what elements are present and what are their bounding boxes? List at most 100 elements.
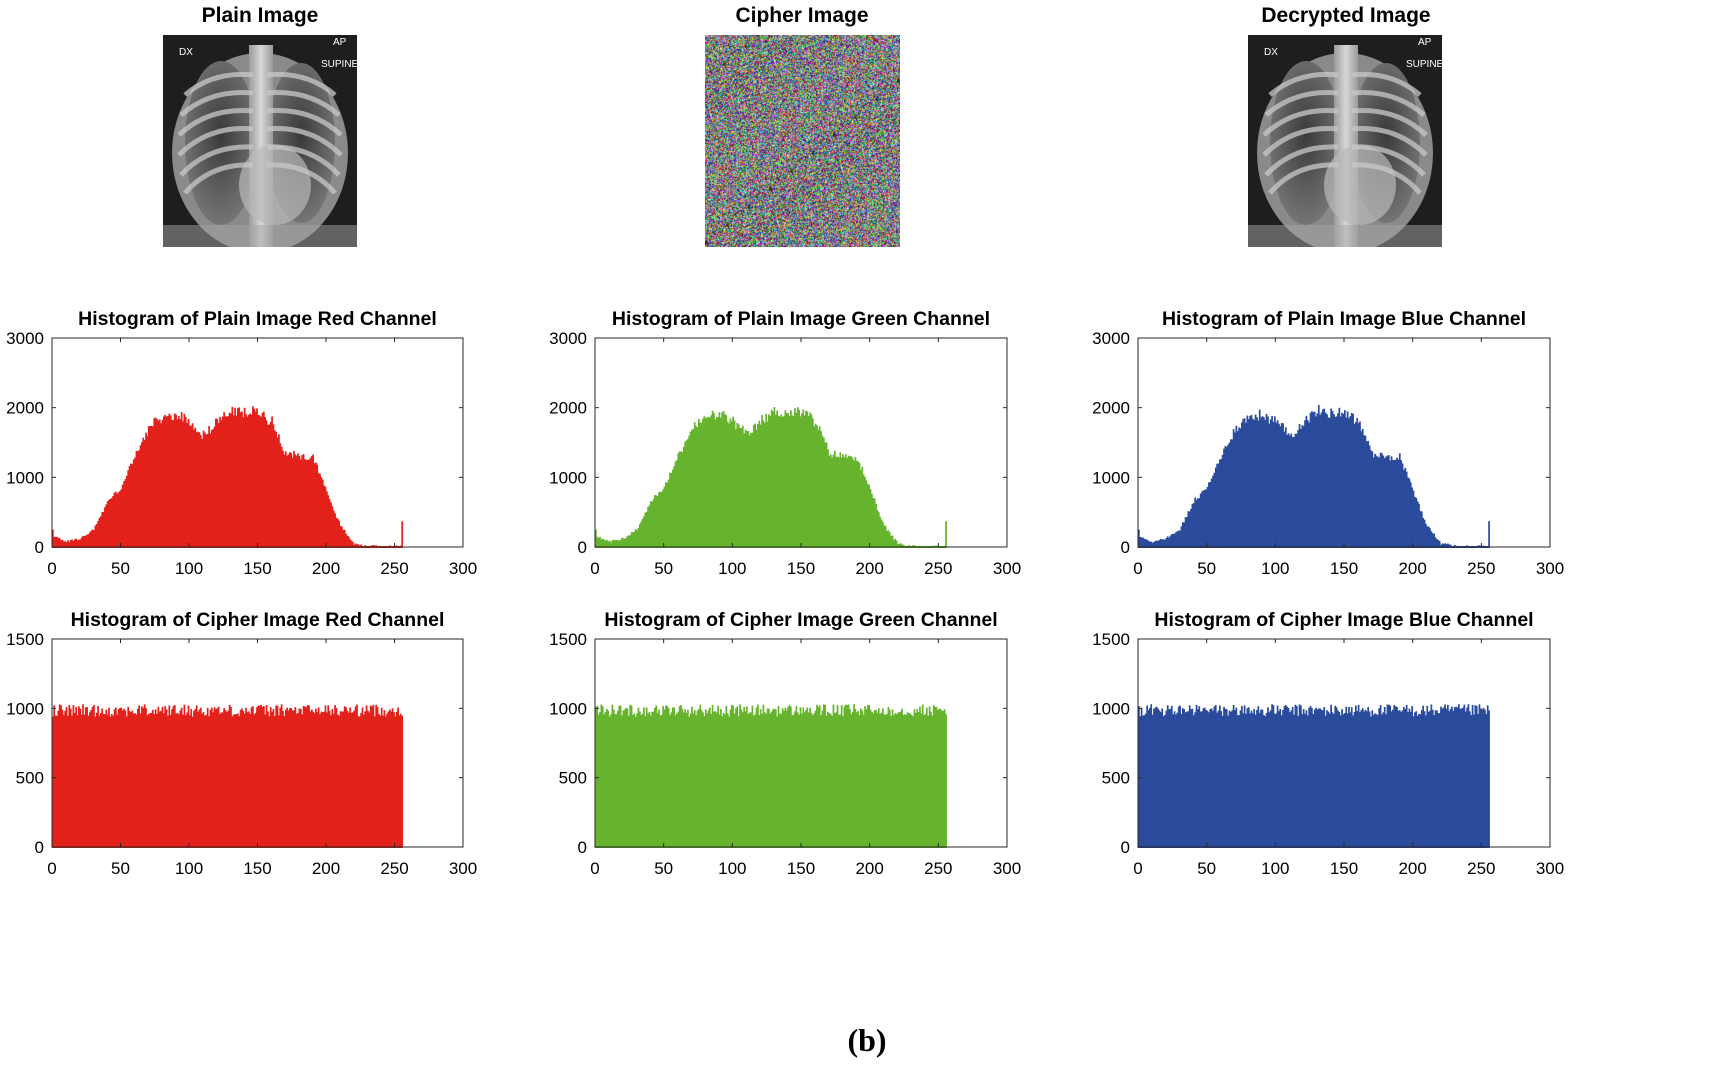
histogram-bar — [1426, 705, 1429, 847]
histogram-bar — [349, 539, 352, 547]
histogram-bar — [330, 715, 332, 847]
histogram-bar — [735, 708, 737, 847]
histogram-bar — [1431, 533, 1434, 547]
histogram-bar — [1230, 711, 1232, 847]
histogram-bar — [1473, 714, 1475, 847]
histogram-bar — [165, 709, 168, 847]
histogram-bar — [853, 460, 855, 547]
histogram-bar — [603, 539, 605, 547]
histogram-bar — [205, 714, 208, 847]
histogram-bar — [1284, 705, 1287, 847]
histogram-bar — [1381, 714, 1383, 847]
histogram-bar — [164, 414, 167, 547]
histogram-bar — [791, 715, 794, 847]
histogram-bar — [1295, 433, 1298, 547]
histogram-bar — [1394, 706, 1397, 847]
histogram-bar — [99, 516, 102, 547]
histogram-bar — [198, 432, 201, 547]
histogram-bar — [1302, 709, 1305, 847]
histogram-bar — [897, 544, 899, 547]
histogram-bar — [1258, 712, 1261, 847]
histogram-bar — [766, 708, 769, 847]
histogram-bar — [91, 529, 94, 547]
histogram-bar — [190, 426, 193, 547]
x-tick-label: 150 — [243, 559, 271, 578]
histogram-bars — [52, 406, 404, 547]
histogram-bar — [667, 708, 670, 847]
histogram-bar — [621, 715, 623, 847]
histogram-bar — [1427, 711, 1430, 847]
histogram-bar — [1370, 716, 1372, 847]
histogram-bar — [917, 712, 920, 847]
histogram-bar — [156, 713, 158, 847]
histogram-bar — [273, 716, 276, 847]
histogram-bar — [747, 713, 750, 847]
histogram-bar — [890, 716, 892, 847]
histogram-bar — [1300, 428, 1302, 547]
histogram-bar — [306, 704, 309, 847]
histogram-bar — [618, 540, 621, 547]
histogram-bar — [273, 430, 276, 547]
histogram-bar — [301, 455, 304, 547]
histogram-bar — [873, 710, 876, 847]
histogram-bar — [101, 708, 104, 847]
histogram-bar — [293, 450, 295, 547]
histogram-bar — [886, 714, 888, 847]
histogram-bar — [87, 715, 90, 847]
histogram-bar — [361, 707, 364, 847]
y-tick-label: 0 — [35, 838, 44, 857]
histogram-bar — [284, 451, 287, 547]
histogram-bar — [147, 426, 150, 547]
histogram-bar — [161, 706, 164, 847]
histogram-bar — [744, 429, 747, 547]
histogram-bar — [633, 713, 636, 847]
histogram-bar — [1438, 541, 1441, 547]
histogram-bar — [1460, 708, 1463, 847]
xray-graphic — [1248, 35, 1442, 247]
histogram-bar — [157, 706, 160, 847]
histogram-bar — [941, 710, 943, 847]
histogram-bar — [1260, 709, 1262, 847]
histogram-bar — [935, 706, 938, 847]
histogram-bar — [805, 410, 807, 547]
histogram-bar — [865, 480, 868, 547]
histogram-bar — [784, 410, 787, 547]
histogram-bar — [1400, 711, 1403, 847]
histogram-bar — [665, 705, 667, 847]
histogram-bar — [1238, 427, 1240, 547]
histogram-bar — [1327, 417, 1330, 547]
histogram-bar — [1253, 709, 1256, 847]
histogram-bar — [1271, 704, 1273, 847]
histogram-bar — [232, 714, 235, 847]
histogram-bar — [1449, 544, 1452, 547]
histogram-bar — [755, 707, 758, 847]
histogram-bar — [80, 714, 83, 847]
histogram-bar — [1378, 708, 1381, 847]
histogram-bar — [105, 709, 108, 847]
histogram-bar — [652, 499, 655, 547]
histogram-bar — [256, 707, 258, 847]
histogram-bar — [758, 715, 761, 847]
histogram-bar — [1294, 704, 1297, 847]
histogram-bar — [309, 711, 312, 847]
histogram-bar — [732, 416, 735, 547]
histogram-bar — [905, 714, 908, 847]
histogram-bar — [262, 411, 265, 547]
histogram-bar — [1153, 708, 1155, 847]
histogram-bar — [872, 713, 875, 847]
histogram-bar — [611, 704, 614, 847]
histogram-bar — [1486, 705, 1489, 847]
histogram-bar — [141, 706, 143, 847]
histogram-bar — [1449, 708, 1452, 847]
histogram-bar — [1225, 709, 1228, 847]
histogram-bar — [855, 712, 858, 847]
histogram-bar — [757, 704, 759, 847]
histogram-bar — [832, 704, 835, 847]
histogram-bar — [1224, 445, 1227, 547]
y-tick-label: 1000 — [6, 699, 44, 718]
histogram-bar — [814, 710, 817, 847]
histogram-bar — [1447, 543, 1449, 547]
histogram-bar — [1147, 710, 1150, 847]
histogram-bar — [232, 415, 235, 547]
histogram-bar — [71, 539, 73, 547]
